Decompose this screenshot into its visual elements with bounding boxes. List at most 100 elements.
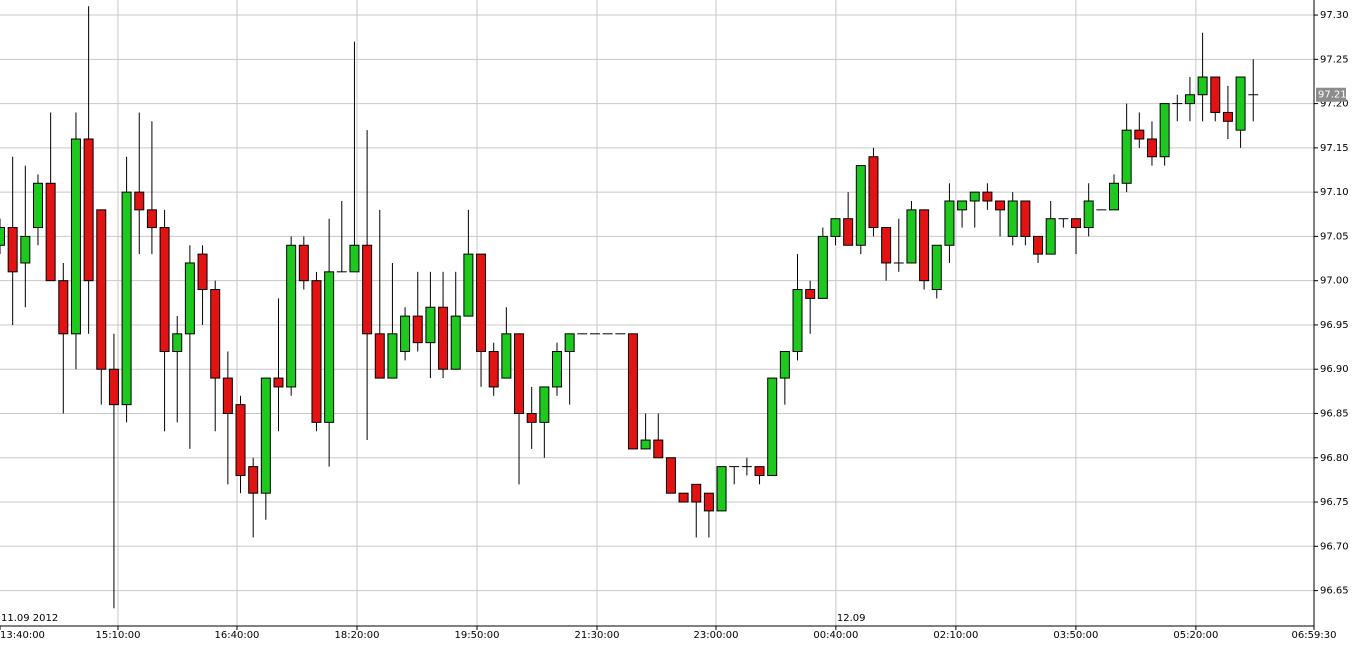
y-tick-label: 96.70 bbox=[1320, 541, 1349, 552]
candle-body bbox=[551, 351, 562, 388]
candle-body bbox=[1235, 76, 1246, 131]
y-tick-label: 96.85 bbox=[1320, 408, 1349, 419]
candle-body bbox=[792, 289, 803, 353]
candle-body bbox=[1007, 200, 1018, 237]
candle-body bbox=[1071, 218, 1082, 229]
candle-body bbox=[855, 165, 866, 246]
candle-body bbox=[286, 244, 297, 388]
candle-body bbox=[235, 404, 246, 476]
candle-body bbox=[400, 315, 411, 353]
candle-body bbox=[1210, 76, 1221, 113]
candle-body bbox=[1121, 129, 1132, 184]
candle-body bbox=[703, 492, 714, 512]
candle-body bbox=[817, 235, 828, 299]
y-tick-label: 97.05 bbox=[1320, 231, 1349, 242]
candle-body bbox=[248, 466, 259, 494]
candle-body bbox=[45, 182, 56, 282]
candle-body bbox=[273, 377, 284, 388]
candle-body bbox=[1083, 200, 1094, 229]
candle-body bbox=[906, 209, 917, 264]
candle-body bbox=[438, 306, 449, 370]
candle-body bbox=[653, 439, 664, 459]
y-tick-label: 96.75 bbox=[1320, 497, 1349, 508]
x-tick-label: 23:00:00 bbox=[694, 630, 739, 641]
candle-body bbox=[172, 333, 183, 353]
x-tick-label: 19:50:00 bbox=[455, 630, 500, 641]
candle-body bbox=[108, 368, 119, 406]
candle-body bbox=[159, 227, 170, 353]
last-price-box bbox=[1316, 87, 1346, 102]
candle-body bbox=[779, 351, 790, 379]
candle-body bbox=[1134, 129, 1145, 140]
candle-body bbox=[70, 138, 81, 335]
candle-body bbox=[96, 209, 107, 370]
date-label: 12.09 bbox=[837, 613, 866, 624]
candle-body bbox=[843, 218, 854, 246]
candle-body bbox=[197, 253, 208, 291]
candle-body bbox=[514, 333, 525, 414]
candle-body bbox=[767, 377, 778, 476]
y-tick-label: 97.10 bbox=[1320, 187, 1349, 198]
candle-body bbox=[463, 253, 474, 317]
candle-body bbox=[1045, 218, 1056, 255]
candle-body bbox=[387, 333, 398, 379]
candle-body bbox=[1033, 235, 1044, 255]
candle-body bbox=[1197, 76, 1208, 96]
x-tick-label: 16:40:00 bbox=[215, 630, 260, 641]
y-tick-label: 96.80 bbox=[1320, 453, 1349, 464]
candle-body bbox=[1108, 182, 1119, 211]
candle-body bbox=[7, 227, 18, 273]
candle-body bbox=[805, 289, 816, 299]
candle-body bbox=[526, 412, 537, 423]
candle-body bbox=[362, 244, 373, 335]
candle-body bbox=[349, 244, 360, 273]
candle-body bbox=[222, 377, 233, 414]
x-tick-label: 05:20:00 bbox=[1173, 630, 1218, 641]
candle-body bbox=[539, 386, 550, 423]
candle-body bbox=[564, 333, 575, 353]
candle-body bbox=[134, 191, 145, 211]
candle-body bbox=[58, 280, 69, 335]
candle-body bbox=[830, 218, 841, 237]
x-tick-label: 06:59:30 bbox=[1292, 630, 1337, 641]
y-tick-label: 96.65 bbox=[1320, 586, 1349, 597]
y-tick-label: 97.15 bbox=[1320, 143, 1349, 154]
candle-body bbox=[995, 200, 1006, 211]
y-tick-label: 97.25 bbox=[1320, 54, 1349, 65]
x-tick-label: 18:20:00 bbox=[335, 630, 380, 641]
candle-body bbox=[982, 191, 993, 202]
candle-body bbox=[450, 315, 461, 370]
candle-body bbox=[501, 333, 512, 379]
candle-body bbox=[1159, 103, 1170, 158]
candle-body bbox=[1184, 94, 1195, 105]
y-tick-label: 97.20 bbox=[1320, 99, 1349, 110]
candle-body bbox=[1146, 138, 1157, 158]
x-tick-label: 15:10:00 bbox=[96, 630, 141, 641]
candle-body bbox=[716, 466, 727, 512]
candle-body bbox=[957, 200, 968, 211]
candle-body bbox=[260, 377, 271, 494]
candle-body bbox=[412, 315, 423, 344]
candle-body bbox=[944, 200, 955, 246]
candle-body bbox=[298, 244, 309, 282]
candle-body bbox=[627, 333, 638, 450]
candle-body bbox=[1222, 111, 1233, 122]
candle-body bbox=[210, 289, 221, 379]
y-tick-label: 96.90 bbox=[1320, 364, 1349, 375]
candle-body bbox=[121, 191, 132, 406]
candle-body bbox=[640, 439, 651, 450]
y-tick-label: 97.30 bbox=[1320, 10, 1349, 21]
candle-body bbox=[665, 457, 676, 494]
candle-body bbox=[868, 156, 879, 229]
candle-body bbox=[691, 483, 702, 503]
candle-body bbox=[0, 227, 5, 246]
candle-body bbox=[1020, 200, 1031, 237]
candle-body bbox=[969, 191, 980, 202]
date-label: 11.09 2012 bbox=[1, 613, 58, 624]
candle-body bbox=[919, 209, 930, 282]
candle-body bbox=[754, 466, 765, 476]
x-tick-label: 13:40:00 bbox=[0, 630, 45, 641]
candle-body bbox=[374, 333, 385, 379]
